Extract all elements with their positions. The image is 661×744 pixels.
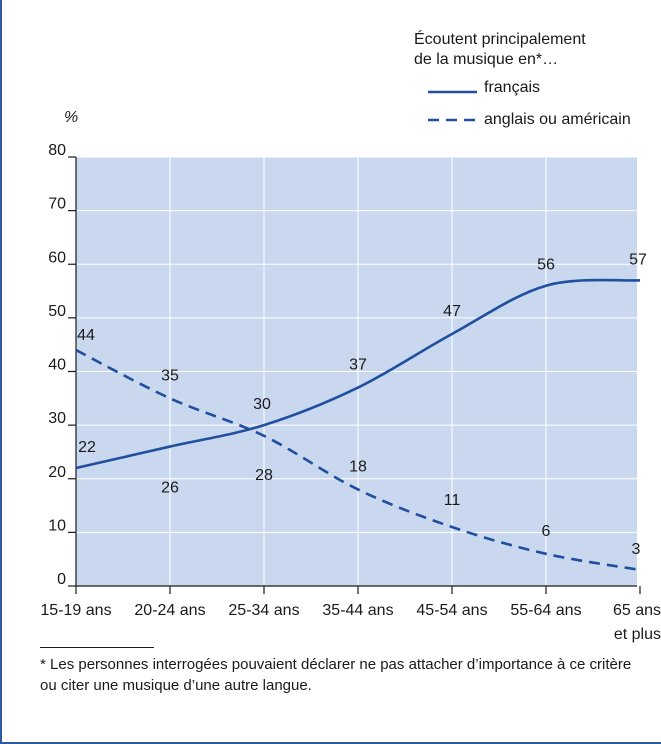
data-label: 30 xyxy=(253,396,271,413)
data-label: 11 xyxy=(444,492,461,509)
legend-entry: anglais ou américain xyxy=(484,111,631,128)
y-tick-label: 30 xyxy=(48,410,66,427)
x-tick-label: 25-34 ans xyxy=(228,602,299,619)
data-label: 35 xyxy=(161,367,179,384)
data-label: 57 xyxy=(629,251,647,268)
series-line-francais xyxy=(75,278,641,470)
y-tick-label: 50 xyxy=(48,303,66,320)
footnote-rule xyxy=(40,647,154,648)
x-tick-label: et plus xyxy=(614,626,661,643)
data-label: 26 xyxy=(161,480,179,497)
legend-title: de la musique en*… xyxy=(414,51,558,68)
y-tick-label: 20 xyxy=(48,464,66,481)
data-label: 37 xyxy=(349,357,367,374)
series-line-anglais xyxy=(75,348,641,572)
y-tick-label: 70 xyxy=(48,196,66,213)
data-label: 56 xyxy=(537,257,555,274)
data-label: 18 xyxy=(349,458,367,475)
x-tick-label: 35-44 ans xyxy=(322,602,393,619)
x-tick-label: 55-64 ans xyxy=(510,602,581,619)
data-label: 28 xyxy=(255,467,273,484)
x-tick-label: 65 ans xyxy=(613,602,661,619)
data-label: 22 xyxy=(78,439,96,456)
x-tick-label: 45-54 ans xyxy=(416,602,487,619)
y-tick-label: 80 xyxy=(48,142,66,159)
y-tick-label: 0 xyxy=(57,571,66,588)
y-tick-label: 40 xyxy=(48,357,66,374)
y-tick-label: 10 xyxy=(48,517,66,534)
data-label: 47 xyxy=(443,303,461,320)
y-tick-label: 60 xyxy=(48,249,66,266)
data-label: 3 xyxy=(632,541,641,558)
data-label: 44 xyxy=(77,327,95,344)
legend-entry: français xyxy=(484,79,540,96)
footnote: * Les personnes interrogées pouvaient dé… xyxy=(40,656,632,694)
x-tick-label: 15-19 ans xyxy=(40,602,111,619)
data-label: 6 xyxy=(542,523,551,540)
x-tick-label: 20-24 ans xyxy=(134,602,205,619)
legend-title: Écoutent principalement xyxy=(414,29,586,48)
y-unit-label: % xyxy=(64,109,78,126)
